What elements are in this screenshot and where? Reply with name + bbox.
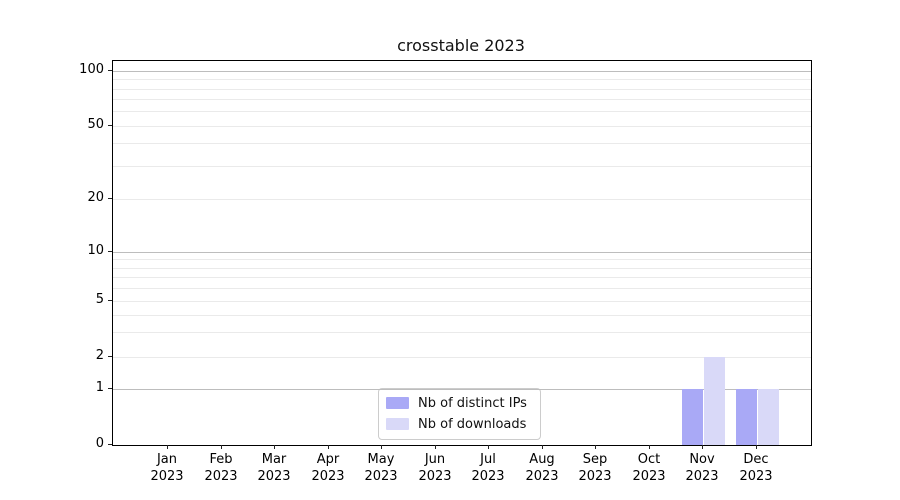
- legend: Nb of distinct IPs Nb of downloads: [378, 388, 541, 440]
- x-axis-tick-mark: [274, 445, 275, 449]
- gridline-major: [113, 389, 811, 390]
- x-axis-tick-label: Jan 2023: [150, 452, 184, 484]
- gridline-minor: [113, 357, 811, 358]
- gridline-minor: [113, 277, 811, 278]
- gridline-minor: [113, 268, 811, 269]
- legend-label: Nb of downloads: [418, 416, 527, 432]
- x-axis-tick-mark: [756, 445, 757, 449]
- gridline-minor: [113, 89, 811, 90]
- legend-swatch-icon: [386, 397, 409, 409]
- x-axis-tick-label: Aug 2023: [525, 452, 559, 484]
- plot-area: Nb of distinct IPs Nb of downloads: [112, 60, 812, 446]
- y-axis-tick-mark: [108, 125, 112, 126]
- gridline-minor: [113, 288, 811, 289]
- bar-distinct-ips: [736, 389, 757, 445]
- x-axis-tick-mark: [435, 445, 436, 449]
- gridline-minor: [113, 166, 811, 167]
- gridline-major: [113, 71, 811, 72]
- gridline-minor: [113, 301, 811, 302]
- x-axis-tick-label: Dec 2023: [739, 452, 773, 484]
- y-axis-tick-label: 2: [95, 348, 104, 363]
- x-axis-tick-mark: [542, 445, 543, 449]
- x-axis-tick-mark: [595, 445, 596, 449]
- y-axis-tick-mark: [108, 300, 112, 301]
- y-axis-tick-mark: [108, 356, 112, 357]
- legend-swatch-icon: [386, 418, 409, 430]
- gridline-minor: [113, 79, 811, 80]
- gridline-minor: [113, 143, 811, 144]
- gridline-minor: [113, 126, 811, 127]
- x-axis-tick-mark: [167, 445, 168, 449]
- x-axis-tick-label: Feb 2023: [204, 452, 238, 484]
- y-axis-tick-label: 0: [95, 436, 104, 451]
- y-axis-tick-label: 20: [87, 190, 104, 205]
- x-axis-tick-label: Sep 2023: [578, 452, 612, 484]
- x-axis-tick-mark: [221, 445, 222, 449]
- legend-row: Nb of distinct IPs: [386, 394, 531, 412]
- x-axis-tick-label: Nov 2023: [685, 452, 719, 484]
- x-axis-tick-mark: [381, 445, 382, 449]
- y-axis-tick-mark: [108, 444, 112, 445]
- x-axis-tick-label: Jul 2023: [471, 452, 505, 484]
- y-axis-tick-label: 100: [79, 62, 104, 77]
- gridline-minor: [113, 259, 811, 260]
- x-axis-tick-mark: [328, 445, 329, 449]
- x-axis-tick-label: Mar 2023: [257, 452, 291, 484]
- x-axis-tick-label: May 2023: [364, 452, 398, 484]
- gridline-minor: [113, 332, 811, 333]
- gridline-minor: [113, 99, 811, 100]
- bar-distinct-ips: [682, 389, 703, 445]
- y-axis-tick-label: 1: [95, 380, 104, 395]
- y-axis-tick-mark: [108, 251, 112, 252]
- chart-title: crosstable 2023: [397, 36, 525, 55]
- x-axis-tick-mark: [702, 445, 703, 449]
- x-axis-tick-label: Jun 2023: [418, 452, 452, 484]
- gridline-minor: [113, 315, 811, 316]
- y-axis-tick-mark: [108, 388, 112, 389]
- x-axis-tick-label: Oct 2023: [632, 452, 666, 484]
- y-axis-tick-mark: [108, 70, 112, 71]
- x-axis-tick-mark: [649, 445, 650, 449]
- legend-label: Nb of distinct IPs: [418, 395, 527, 411]
- y-axis-tick-label: 50: [87, 117, 104, 132]
- gridline-minor: [113, 111, 811, 112]
- bar-downloads: [704, 357, 725, 445]
- y-axis-tick-label: 10: [87, 243, 104, 258]
- gridline-major: [113, 252, 811, 253]
- y-axis-tick-label: 5: [95, 292, 104, 307]
- x-axis-tick-label: Apr 2023: [311, 452, 345, 484]
- y-axis-tick-mark: [108, 198, 112, 199]
- bar-downloads: [758, 389, 779, 445]
- x-axis-tick-mark: [488, 445, 489, 449]
- gridline-minor: [113, 199, 811, 200]
- legend-row: Nb of downloads: [386, 415, 531, 433]
